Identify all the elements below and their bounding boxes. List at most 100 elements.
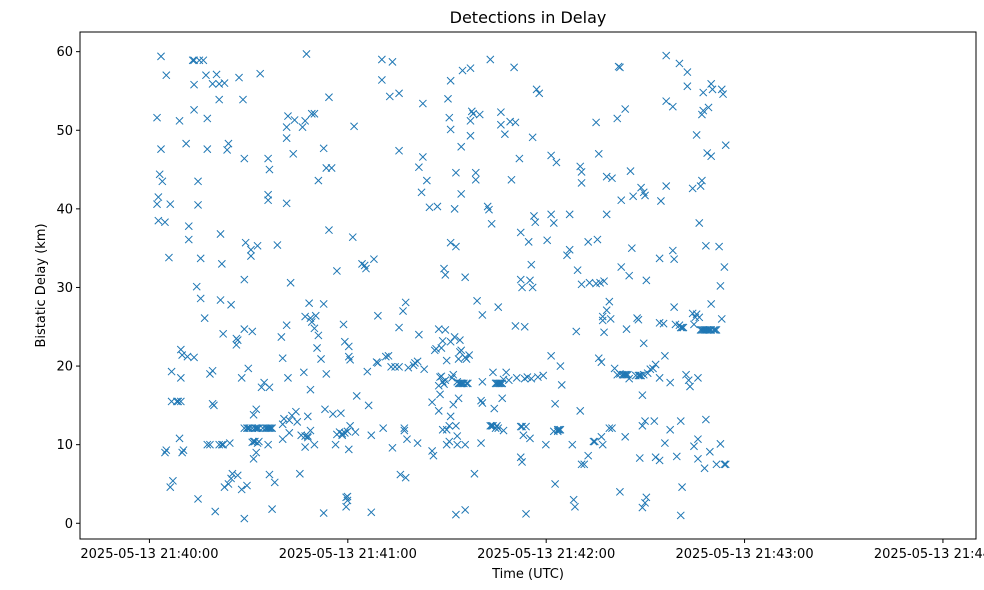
x-axis: 2025-05-13 21:40:00 2025-05-13 21:41:00 20… bbox=[80, 539, 984, 562]
data-point bbox=[367, 508, 376, 517]
data-point bbox=[446, 238, 455, 247]
data-point bbox=[342, 502, 351, 511]
data-point bbox=[598, 316, 607, 325]
data-point bbox=[668, 102, 677, 111]
data-point bbox=[441, 270, 450, 279]
data-point bbox=[446, 125, 455, 134]
data-point bbox=[280, 414, 288, 423]
data-point bbox=[344, 445, 353, 454]
data-point bbox=[445, 437, 454, 446]
data-point bbox=[422, 176, 431, 185]
data-point bbox=[557, 380, 566, 389]
data-point bbox=[327, 164, 336, 172]
data-point bbox=[516, 275, 525, 284]
data-point bbox=[494, 379, 503, 388]
data-point bbox=[343, 427, 352, 436]
data-point bbox=[455, 379, 464, 388]
data-point bbox=[395, 323, 404, 332]
data-point bbox=[233, 471, 242, 480]
data-point bbox=[461, 440, 470, 449]
data-point bbox=[243, 481, 251, 490]
data-point bbox=[216, 230, 225, 238]
data-point bbox=[619, 370, 628, 379]
data-point bbox=[528, 283, 537, 292]
data-point bbox=[268, 505, 277, 514]
data-point bbox=[240, 154, 249, 163]
data-point bbox=[715, 242, 724, 251]
data-point bbox=[154, 216, 163, 225]
data-point bbox=[299, 368, 308, 377]
data-point bbox=[295, 469, 304, 478]
data-point bbox=[367, 431, 376, 440]
data-point bbox=[425, 203, 434, 212]
data-point bbox=[178, 448, 187, 457]
data-point bbox=[450, 204, 459, 213]
data-point bbox=[362, 264, 370, 273]
data-point bbox=[641, 417, 649, 426]
data-point bbox=[282, 123, 291, 132]
data-point bbox=[418, 153, 427, 161]
data-point bbox=[602, 210, 611, 219]
data-point bbox=[717, 85, 726, 94]
data-point bbox=[693, 435, 702, 444]
data-point bbox=[414, 330, 423, 339]
data-point bbox=[444, 94, 452, 103]
data-point bbox=[705, 447, 714, 456]
data-point bbox=[332, 267, 341, 275]
data-point bbox=[690, 442, 698, 451]
data-point bbox=[307, 318, 316, 327]
data-point bbox=[418, 99, 427, 108]
x-tick-label: 2025-05-13 21:41:00 bbox=[279, 547, 417, 562]
data-point bbox=[248, 327, 257, 336]
data-point bbox=[684, 376, 693, 385]
data-point bbox=[695, 313, 704, 322]
data-point bbox=[438, 425, 447, 434]
data-point bbox=[338, 429, 347, 438]
data-point bbox=[470, 469, 479, 478]
data-point bbox=[314, 331, 323, 340]
data-point bbox=[175, 116, 184, 125]
x-tick-label: 2025-05-13 21:40:00 bbox=[80, 547, 218, 562]
data-point bbox=[590, 437, 599, 446]
y-tick-label: 40 bbox=[56, 202, 73, 217]
data-point bbox=[678, 323, 687, 332]
data-point bbox=[429, 451, 438, 460]
data-point bbox=[570, 502, 579, 511]
data-point bbox=[547, 351, 556, 360]
data-point bbox=[217, 259, 226, 268]
data-point bbox=[285, 416, 294, 425]
data-point bbox=[682, 370, 690, 379]
data-point bbox=[499, 426, 508, 435]
data-point bbox=[533, 373, 542, 382]
data-point bbox=[321, 405, 329, 414]
data-point bbox=[436, 390, 445, 399]
data-point bbox=[446, 76, 455, 85]
data-point bbox=[556, 425, 565, 434]
data-point bbox=[445, 421, 454, 430]
data-point bbox=[212, 70, 221, 79]
data-point bbox=[348, 233, 357, 242]
data-point bbox=[233, 336, 242, 345]
data-point bbox=[373, 311, 382, 320]
data-point bbox=[434, 406, 443, 415]
data-point bbox=[194, 200, 202, 209]
data-point bbox=[500, 130, 509, 139]
data-point bbox=[319, 144, 328, 153]
data-point bbox=[284, 112, 292, 121]
data-point bbox=[183, 352, 192, 361]
data-point bbox=[176, 397, 185, 406]
data-point bbox=[384, 351, 393, 360]
data-point bbox=[709, 325, 718, 334]
data-point bbox=[662, 51, 671, 60]
data-point bbox=[651, 453, 660, 462]
data-point bbox=[401, 473, 410, 482]
data-point bbox=[246, 252, 255, 260]
data-point bbox=[346, 421, 355, 430]
data-point bbox=[164, 253, 173, 262]
data-point bbox=[192, 282, 201, 291]
data-point bbox=[270, 478, 279, 487]
data-point bbox=[650, 417, 659, 426]
x-tick-label: 2025-05-13 21:44:00 bbox=[874, 547, 984, 562]
data-point bbox=[377, 75, 386, 84]
data-point bbox=[488, 368, 497, 377]
